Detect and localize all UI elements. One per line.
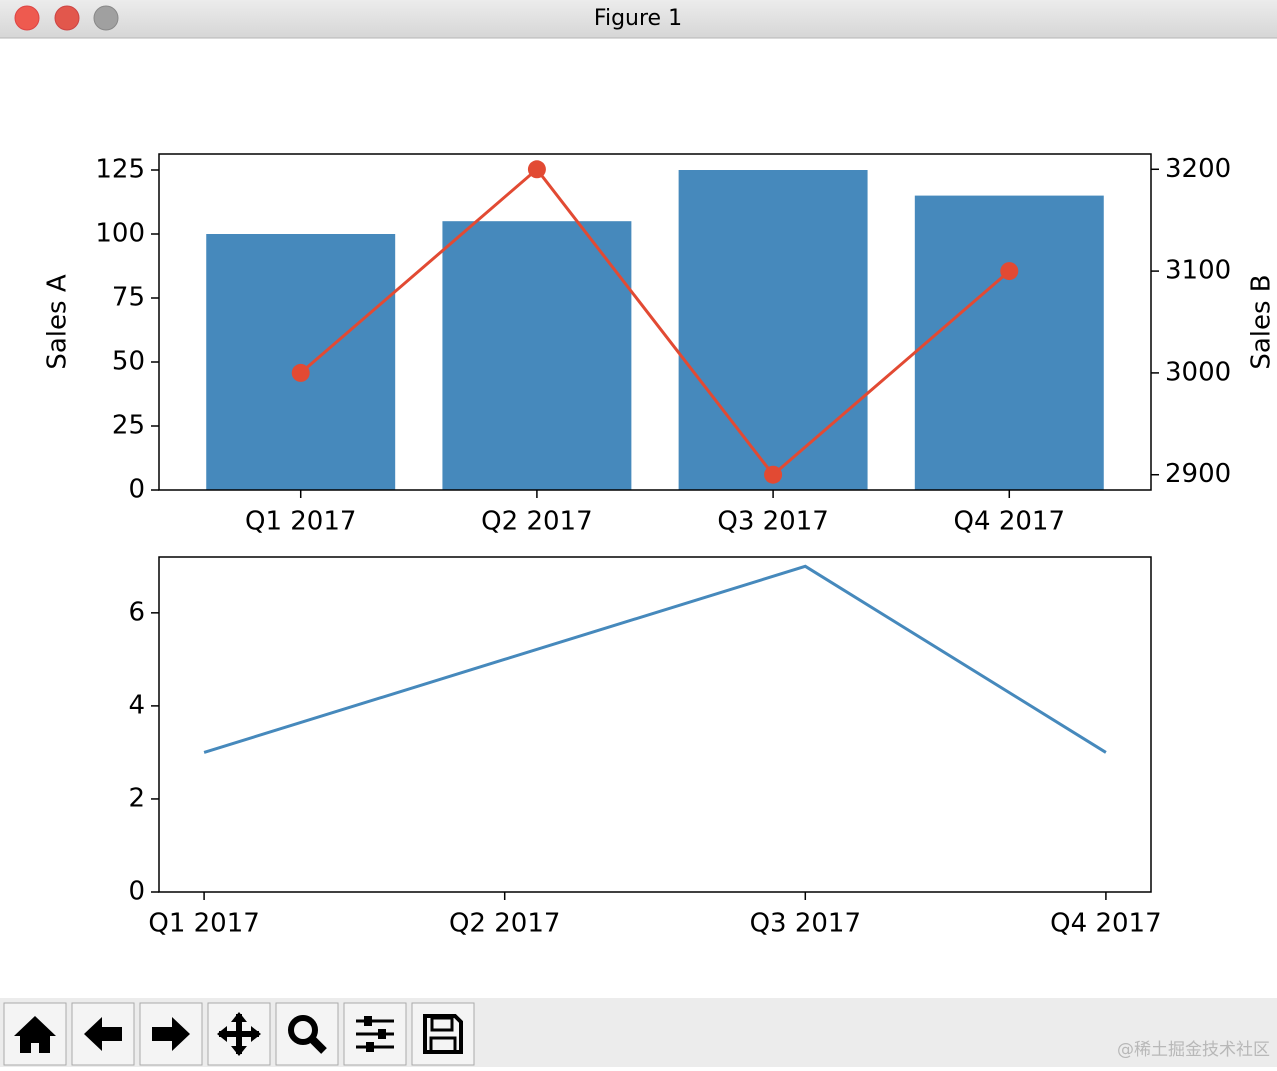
x-tick-label: Q2 2017 (449, 909, 560, 939)
x-tick-label: Q1 2017 (245, 507, 356, 537)
toolbar-buttons (3, 1002, 475, 1066)
window-title: Figure 1 (594, 6, 682, 31)
bar (206, 234, 396, 490)
forward-button[interactable] (139, 1002, 203, 1066)
line (299, 167, 1011, 477)
zoom-tool-button[interactable] (275, 1002, 339, 1066)
x-tick-label: Q1 2017 (148, 909, 259, 939)
y-tick-label: 125 (95, 155, 145, 185)
bar (914, 195, 1104, 490)
watermark: @稀土掘金技术社区 (1117, 1040, 1270, 1060)
point (527, 160, 546, 179)
point (764, 465, 783, 484)
y-tick-label: 100 (95, 219, 145, 249)
x-tick-label: Q3 2017 (750, 909, 861, 939)
axes-frame (158, 556, 1152, 893)
y-tick-label: 0 (128, 877, 145, 907)
point (1000, 262, 1019, 281)
y-tick-label: 75 (112, 283, 145, 313)
y2-tick-label: 2900 (1165, 459, 1231, 489)
line (203, 564, 1107, 754)
y-tick-label: 50 (112, 347, 145, 377)
back-button[interactable] (71, 1002, 135, 1066)
axes-frame (158, 153, 1152, 491)
y2-tick-label: 3200 (1165, 154, 1231, 184)
bar (442, 221, 632, 490)
y-axis-label: Sales A (43, 274, 73, 369)
y2-axis-label: Sales B (1247, 274, 1277, 369)
close-button[interactable] (14, 5, 40, 31)
home-button[interactable] (3, 1002, 67, 1066)
y2-tick-label: 3100 (1165, 256, 1231, 286)
x-tick-label: Q2 2017 (481, 507, 592, 537)
minimize-button[interactable] (54, 5, 80, 31)
save-button[interactable] (411, 1002, 475, 1066)
y-tick-label: 6 (128, 597, 145, 627)
pan-button[interactable] (207, 1002, 271, 1066)
zoom-button[interactable] (93, 5, 119, 31)
y2-tick-label: 3000 (1165, 357, 1231, 387)
configure-button[interactable] (343, 1002, 407, 1066)
title-bar (0, 0, 1277, 38)
y-tick-label: 2 (128, 783, 145, 813)
x-tick-label: Q3 2017 (717, 507, 828, 537)
y-tick-label: 0 (128, 475, 145, 505)
x-tick-label: Q4 2017 (954, 507, 1065, 537)
point (291, 363, 310, 382)
x-tick-label: Q4 2017 (1050, 909, 1161, 939)
bar (678, 170, 868, 490)
y-tick-label: 25 (112, 411, 145, 441)
y-tick-label: 4 (128, 690, 145, 720)
